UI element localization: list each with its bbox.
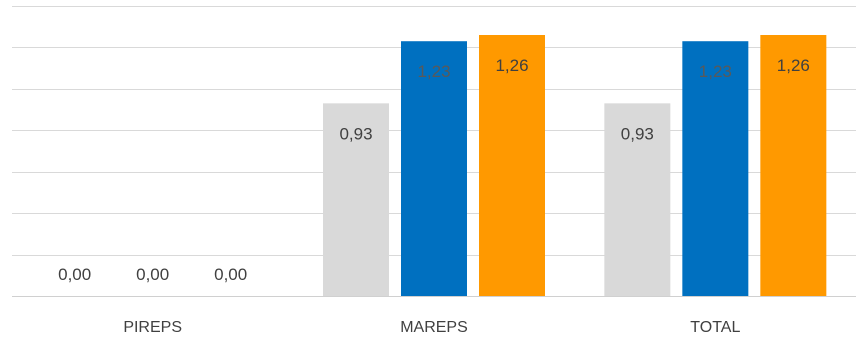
category-label-total: TOTAL: [690, 319, 740, 336]
bar-total-3: [760, 35, 827, 296]
data-label-pireps-3: 0,00: [214, 265, 247, 284]
bar-mareps-3: [479, 35, 545, 296]
bar-total-2: [682, 41, 749, 296]
data-label-pireps-1: 0,00: [58, 265, 91, 284]
bar-total-1: [604, 103, 671, 296]
data-label-mareps-2: 1,23: [417, 62, 450, 81]
category-label-mareps: MAREPS: [400, 319, 468, 336]
data-label-pireps-2: 0,00: [136, 265, 169, 284]
data-label-total-2: 1,23: [699, 62, 732, 81]
bar-mareps-1: [323, 103, 389, 296]
data-labels: 0,00 0,00 0,00 0,93 1,23 1,26 0,93 1,23 1,26: [58, 56, 810, 284]
category-labels: PIREPS MAREPS TOTAL: [123, 319, 740, 336]
data-label-mareps-1: 0,93: [339, 124, 372, 143]
bars: [323, 35, 827, 296]
data-label-total-1: 0,93: [621, 124, 654, 143]
data-label-total-3: 1,26: [777, 56, 810, 75]
category-label-pireps: PIREPS: [123, 319, 182, 336]
bar-mareps-2: [401, 41, 467, 296]
data-label-mareps-3: 1,26: [495, 56, 528, 75]
